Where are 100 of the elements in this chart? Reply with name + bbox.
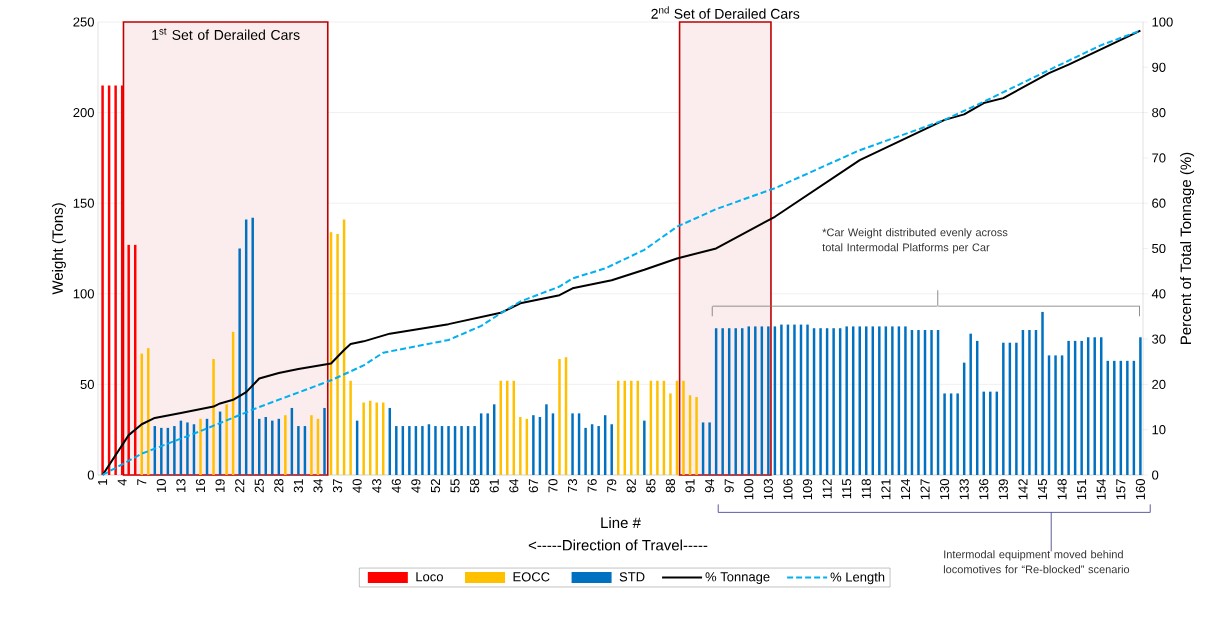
bar [349, 380, 352, 475]
bar [891, 326, 894, 475]
x-tick-label: 58 [470, 479, 480, 493]
bar [186, 422, 189, 475]
bar [336, 233, 339, 475]
bar [819, 328, 822, 475]
bar [519, 417, 522, 475]
y2-tick-label: 80 [1152, 107, 1166, 118]
bar [943, 393, 946, 475]
bar [721, 328, 724, 475]
y2-tick-label: 10 [1152, 425, 1166, 435]
band-label: 1$^{st}$ Set of Derailed Cars [152, 28, 300, 40]
x-tick-label: 118 [861, 479, 871, 499]
x-tick-label: 10 [156, 479, 166, 492]
y-tick-label: 0 [87, 470, 94, 480]
bar [271, 420, 274, 475]
y-tick-label: 200 [73, 107, 94, 118]
x-tick-label: 64 [509, 478, 519, 493]
bar [1126, 360, 1129, 475]
bar [630, 380, 633, 475]
y-tick-label: 150 [73, 198, 94, 208]
bar [1139, 337, 1142, 475]
x-tick-label: 40 [352, 479, 362, 493]
bar [160, 427, 163, 475]
x-tick-label: 112 [822, 479, 832, 499]
bar [473, 426, 476, 475]
bar [238, 248, 241, 475]
x-tick-label: 82 [626, 479, 636, 493]
x-tick-label: 151 [1077, 479, 1087, 500]
bar [284, 415, 287, 475]
bar [297, 426, 300, 475]
x-tick-label: 139 [998, 479, 1008, 500]
x-tick-label: 22 [235, 479, 245, 493]
bar [858, 326, 861, 475]
legend-label: Loco [416, 572, 443, 582]
bar [225, 404, 228, 475]
text: Intermodal equipment moved behind locomotives for “Re-blocked” scenario [943, 550, 1130, 574]
bar [793, 324, 796, 475]
x-tick-label: 88 [665, 479, 676, 493]
y2-tick-label: 50 [1152, 243, 1166, 254]
bar [173, 426, 176, 475]
x-tick-label: 7 [137, 479, 147, 486]
x-tick-label: 1 [98, 479, 108, 485]
bar [1067, 340, 1070, 475]
bar [969, 333, 972, 475]
y-tick-label: 100 [73, 289, 94, 299]
bar [199, 418, 202, 475]
bar [669, 393, 672, 475]
x-tick-label: 70 [548, 479, 558, 493]
bar [845, 326, 848, 475]
x-tick-label: 25 [254, 479, 264, 493]
x-tick-label: 76 [587, 479, 597, 493]
x-tick-label: 85 [646, 479, 656, 493]
bar [832, 328, 835, 475]
bar [375, 402, 378, 475]
y2-tick-label: 0 [1152, 470, 1159, 480]
x-tick-label: 100 [744, 479, 754, 500]
bar [682, 380, 685, 475]
legend-label: % Tonnage [705, 572, 770, 584]
x-tick-label: 103 [763, 479, 773, 500]
x-tick-label: 121 [881, 479, 891, 500]
x-tick-label: 106 [783, 479, 793, 500]
x-tick-label: 160 [1135, 479, 1146, 500]
bar [408, 426, 411, 475]
band-label: 2$^{nd}$ Set of Derailed Cars [651, 6, 800, 19]
x-tick-label: 61 [489, 479, 499, 493]
x-tick-label: 109 [802, 479, 813, 500]
x-tick-label: 34 [313, 478, 323, 493]
x-tick-label: 124 [900, 478, 910, 500]
bar [780, 324, 783, 475]
x-tick-label: 145 [1037, 479, 1048, 500]
x-tick-label: 37 [332, 479, 343, 493]
bar [878, 326, 881, 475]
bar [1015, 342, 1018, 475]
legend-label: EOCC [513, 572, 550, 582]
bar [597, 426, 600, 475]
bar [545, 404, 548, 475]
x-tick-label: 19 [215, 479, 225, 492]
bar [434, 426, 437, 475]
y2-tick-label: 20 [1152, 379, 1166, 389]
y2-axis-title: Percent of Total Tonnage (%) [1180, 152, 1195, 344]
bar [251, 217, 254, 475]
bar [734, 328, 737, 475]
line-series [101, 29, 1142, 476]
x-tick-label: 133 [959, 479, 969, 500]
bar [506, 380, 509, 475]
bar [421, 426, 424, 475]
x-tick-label: 55 [450, 479, 460, 493]
bar [989, 391, 992, 475]
bar [486, 413, 489, 475]
bar [1002, 342, 1005, 475]
bar [904, 326, 907, 475]
bar [656, 380, 659, 475]
bar [754, 326, 757, 475]
x-tick-label: 73 [567, 479, 578, 493]
x-tick-label: 157 [1116, 479, 1126, 500]
bar [499, 380, 502, 475]
bar [395, 426, 398, 475]
x-tick-label: 67 [528, 479, 538, 493]
bar [584, 427, 587, 475]
